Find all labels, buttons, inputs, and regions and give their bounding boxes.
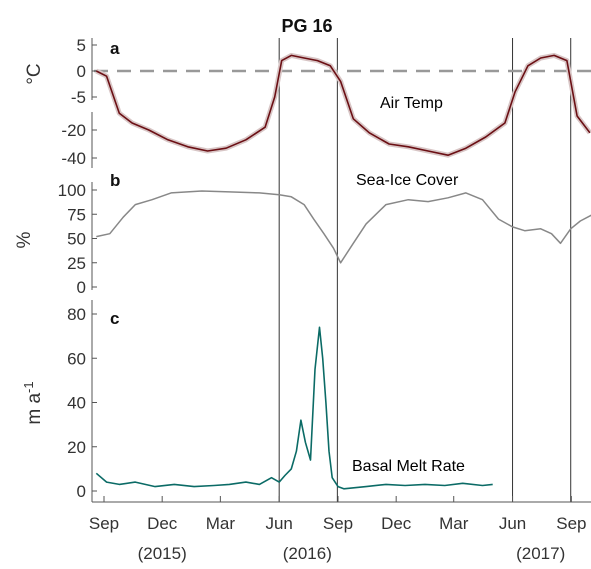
panel-b-label: b: [110, 171, 120, 190]
y-tick-label: 100: [58, 181, 86, 200]
panel-c-label: c: [110, 309, 119, 328]
panel-b: b % Sea-Ice Cover: [14, 171, 459, 248]
x-year-label: (2016): [283, 544, 332, 563]
sea-ice-line: [96, 190, 591, 264]
x-year-label: (2015): [138, 544, 187, 563]
basal-melt-line: [95, 326, 493, 490]
y-tick-label: 80: [67, 305, 86, 324]
x-tick-label: Mar: [439, 514, 469, 533]
x-tick-label: Dec: [147, 514, 178, 533]
y-tick-label: 40: [67, 394, 86, 413]
panel-a-label: a: [110, 39, 120, 58]
x-tick-label: Mar: [206, 514, 236, 533]
sea-ice-series-label: Sea-Ice Cover: [356, 172, 459, 189]
panel-c-ylabel: m a-1: [21, 381, 45, 424]
x-tick-label: Jun: [265, 514, 292, 533]
y-tick-label: 0: [77, 278, 86, 297]
y-tick-label: 25: [67, 254, 86, 273]
panel-a: a °C Air Temp: [24, 39, 443, 112]
chart-title: PG 16: [281, 16, 332, 36]
air-temp-line: [95, 54, 591, 156]
y-tick-label: 20: [67, 438, 86, 457]
panel-c: c Basal Melt Rate: [110, 309, 465, 475]
x-tick-label: Dec: [381, 514, 412, 533]
y-tick-label: 50: [67, 230, 86, 249]
panel-b-ylabel: %: [14, 231, 35, 248]
y-tick-label: 5: [77, 36, 86, 55]
x-year-label: (2017): [516, 544, 565, 563]
x-tick-label: Jun: [499, 514, 526, 533]
x-tick-label: Sep: [556, 514, 586, 533]
y-tick-label: 0: [77, 62, 86, 81]
y-tick-label: -5: [71, 88, 86, 107]
y-tick-label: -20: [61, 121, 86, 140]
y-tick-label: 0: [77, 482, 86, 501]
panel-a-ylabel: °C: [24, 63, 45, 84]
air-temp-series-label: Air Temp: [380, 95, 443, 112]
x-tick-label: Sep: [89, 514, 119, 533]
x-tick-label: Sep: [323, 514, 353, 533]
y-tick-label: -40: [61, 149, 86, 168]
y-tick-label: 60: [67, 349, 86, 368]
basal-melt-series-label: Basal Melt Rate: [352, 458, 465, 475]
y-tick-label: 75: [67, 205, 86, 224]
